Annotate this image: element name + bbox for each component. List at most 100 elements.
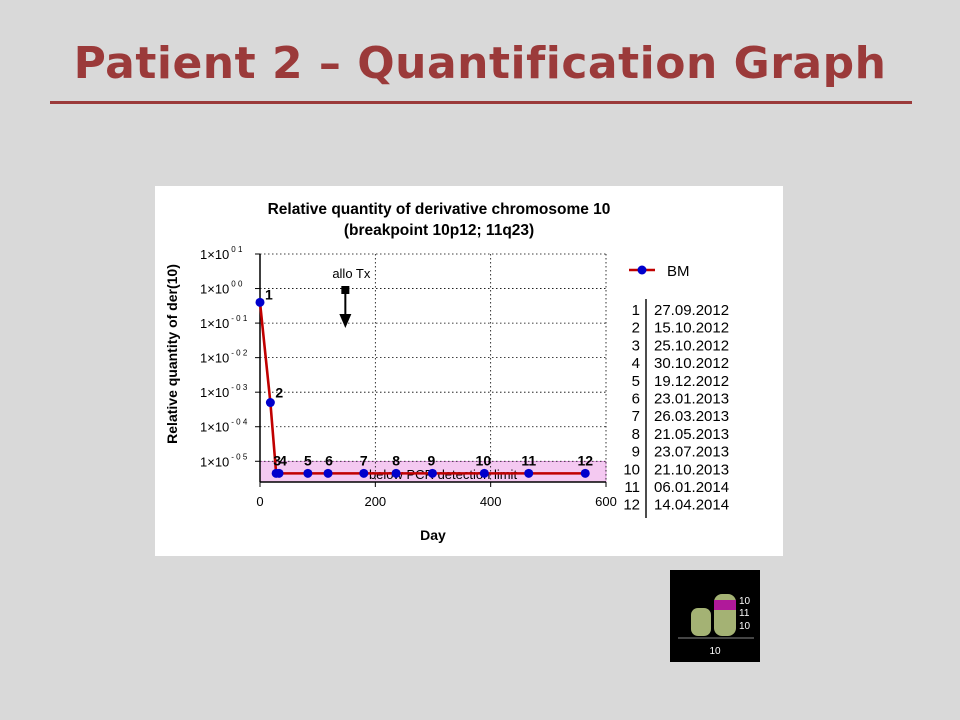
date-row-number-4: 4	[632, 355, 640, 372]
date-row-number-5: 5	[632, 373, 640, 390]
y-tick-exp-4: - 0 3	[231, 383, 248, 392]
date-row-date-1: 27.09.2012	[654, 302, 729, 319]
y-tick-base-6: 1×10	[200, 454, 229, 469]
data-point-5	[303, 468, 313, 478]
legend: BM	[629, 263, 690, 280]
series-line-bm	[258, 302, 586, 475]
allo-tx-label: allo Tx	[332, 266, 371, 281]
legend-marker	[637, 265, 647, 275]
slide-title: Patient 2 – Quantification Graph	[73, 38, 887, 89]
point-label-12: 12	[577, 452, 593, 468]
data-point-1	[255, 297, 265, 307]
y-tick-exp-1: 0 0	[231, 280, 243, 289]
karyotype-chromosome-label: 10	[709, 646, 721, 657]
y-tick-base-3: 1×10	[200, 351, 229, 366]
date-row-date-6: 23.01.2013	[654, 391, 729, 408]
y-tick-exp-2: - 0 1	[231, 314, 248, 323]
point-label-7: 7	[360, 452, 368, 468]
point-label-4: 4	[279, 452, 287, 468]
quantification-chart: Relative quantity of derivative chromoso…	[164, 201, 729, 543]
date-table: 1 27.09.2012 2 15.10.2012 3 25.10.2012 4 30.10.…	[623, 302, 729, 514]
point-label-8: 8	[392, 452, 400, 468]
point-label-2: 2	[275, 385, 283, 401]
chromosome-10-normal	[691, 608, 711, 636]
date-row-number-1: 1	[632, 302, 640, 319]
karyotype-image: 10 11 10 10	[670, 570, 760, 662]
y-tick-labels: 1×10 0 11×10 0 01×10- 0 11×10- 0 21×10- 0 …	[200, 245, 260, 469]
y-tick-label-3: 1×10- 0 2	[200, 349, 248, 366]
data-point-9	[427, 468, 437, 478]
y-tick-label-0: 1×10 0 1	[200, 245, 243, 262]
date-row-number-7: 7	[632, 408, 640, 425]
x-tick-labels: 0 200 400 600	[256, 482, 617, 509]
y-tick-label-5: 1×10- 0 4	[200, 418, 248, 435]
data-point-10	[479, 468, 489, 478]
point-label-6: 6	[325, 452, 333, 468]
y-tick-base-1: 1×10	[200, 282, 229, 297]
x-tick-label-2: 400	[480, 494, 502, 509]
band-label-mid: 11	[739, 608, 750, 619]
allo-tx-arrowhead	[339, 314, 352, 328]
x-tick-label-1: 200	[364, 494, 386, 509]
data-point-7	[359, 468, 369, 478]
date-row-number-12: 12	[623, 497, 640, 514]
y-tick-exp-3: - 0 2	[231, 349, 248, 358]
y-tick-exp-5: - 0 4	[231, 418, 248, 427]
x-tick-label-3: 600	[595, 494, 617, 509]
band-label-top: 10	[739, 596, 751, 607]
legend-entry-bm: BM	[667, 263, 690, 280]
point-label-10: 10	[476, 452, 492, 468]
data-point-4	[274, 468, 284, 478]
y-axis-label: Relative quantity of der(10)	[164, 264, 180, 444]
x-axis-label: Day	[420, 527, 446, 543]
y-tick-label-6: 1×10- 0 5	[200, 452, 248, 469]
date-row-date-5: 19.12.2012	[654, 373, 729, 390]
date-row-date-9: 23.07.2013	[654, 444, 729, 461]
data-point-11	[524, 468, 534, 478]
date-row-date-4: 30.10.2012	[654, 355, 729, 372]
band-label-bottom: 10	[739, 621, 751, 632]
point-label-3: 3	[273, 452, 281, 468]
y-tick-label-4: 1×10- 0 3	[200, 383, 248, 400]
data-point-6	[323, 468, 333, 478]
y-tick-exp-6: - 0 5	[231, 452, 248, 461]
date-row-date-10: 21.10.2013	[654, 461, 729, 478]
point-label-11: 11	[521, 452, 536, 468]
y-tick-base-4: 1×10	[200, 385, 229, 400]
y-tick-exp-0: 0 1	[231, 245, 243, 254]
date-row-number-10: 10	[623, 461, 640, 478]
date-row-number-11: 11	[624, 479, 640, 496]
date-row-number-2: 2	[632, 320, 640, 337]
allo-tx-square	[341, 286, 350, 294]
translocation-segment	[714, 600, 736, 610]
date-row-number-9: 9	[632, 444, 640, 461]
date-row-date-7: 26.03.2013	[654, 408, 729, 425]
date-row-date-3: 25.10.2012	[654, 337, 729, 354]
point-label-1: 1	[265, 286, 273, 302]
data-point-12	[580, 468, 590, 478]
chart-title: Relative quantity of derivative chromoso…	[268, 201, 611, 218]
data-point-2	[265, 398, 275, 408]
date-row-date-11: 06.01.2014	[654, 479, 729, 496]
data-point-8	[391, 468, 401, 478]
date-row-number-3: 3	[632, 337, 640, 354]
y-tick-label-1: 1×10 0 0	[200, 280, 243, 297]
chart-subtitle: (breakpoint 10p12; 11q23)	[344, 222, 534, 239]
series-points	[255, 297, 590, 478]
chart-panel: Relative quantity of derivative chromoso…	[155, 186, 783, 556]
y-tick-base-2: 1×10	[200, 316, 229, 331]
date-row-date-12: 14.04.2014	[654, 497, 729, 514]
date-row-date-2: 15.10.2012	[654, 320, 729, 337]
x-tick-label-0: 0	[256, 494, 263, 509]
y-tick-label-2: 1×10- 0 1	[200, 314, 248, 331]
title-rule	[50, 101, 912, 104]
point-label-9: 9	[428, 452, 436, 468]
y-tick-base-0: 1×10	[200, 247, 229, 262]
point-label-5: 5	[304, 452, 312, 468]
allo-tx-marker	[339, 286, 352, 328]
date-row-number-8: 8	[632, 426, 640, 443]
date-row-number-6: 6	[632, 391, 640, 408]
y-tick-base-5: 1×10	[200, 420, 229, 435]
date-row-date-8: 21.05.2013	[654, 426, 729, 443]
